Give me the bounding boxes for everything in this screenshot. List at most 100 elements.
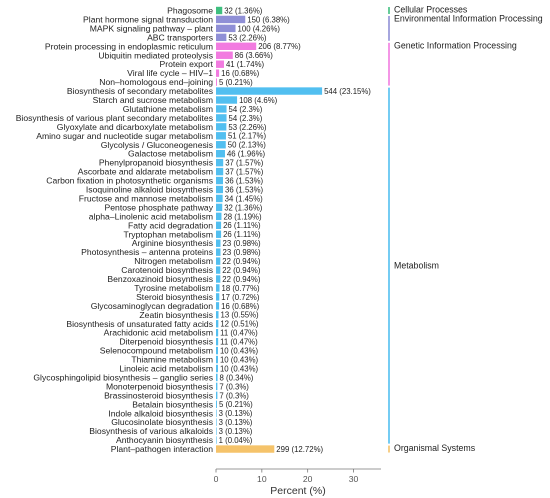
bar [216,427,217,435]
category-label: Selenocompound metabolism [100,346,213,356]
category-label: Tyrosine metabolism [134,283,213,293]
bar [216,382,218,391]
value-label: 7 (0.3%) [219,391,249,400]
bar [216,266,221,274]
bar [216,60,224,68]
bar [216,239,221,247]
category-label: Arginine biosynthesis [132,238,213,248]
category-label: Biosynthesis of various alkaloids [89,426,213,436]
x-axis: Percent (%) 0 10 20 30 [214,468,381,497]
bar [216,42,257,50]
category-label: Plant–pathogen interaction [111,444,213,454]
value-label: 36 (1.53%) [225,176,264,185]
bar [216,33,227,42]
category-label: Amino sugar and nucleotide sugar metabol… [36,131,213,141]
category-label: Fatty acid degradation [128,220,213,230]
category-label: Phagosome [167,6,213,16]
value-label: 17 (0.72%) [221,293,260,302]
x-tick-label: 20 [303,474,313,484]
bar [216,15,246,24]
value-label: 3 (0.13%) [219,427,253,436]
value-label: 54 (2.3%) [229,105,263,114]
value-label: 1 (0.04%) [219,436,253,445]
category-label: ABC transporters [147,32,213,42]
value-label: 32 (1.36%) [224,6,263,15]
x-tick-label: 0 [214,474,219,484]
bar [216,346,218,355]
value-label: 86 (3.66%) [235,51,274,60]
value-label: 37 (1.57%) [225,159,264,168]
category-label: Glycosaminoglycan degradation [91,301,214,311]
value-label: 54 (2.3%) [229,114,263,123]
bar [216,391,218,400]
bar [216,293,220,301]
category-label: Monoterpenoid biosynthesis [106,381,213,391]
group-label: Cellular Processes [394,5,468,15]
value-label: 34 (1.45%) [225,194,264,203]
category-label: Thiamine metabolism [131,355,213,365]
category-label: Benzoxazinoid biosynthesis [107,274,213,284]
category-label: Pentose phosphate pathway [105,202,214,212]
category-label: Ascorbate and aldarate metabolism [78,167,213,177]
value-label: 37 (1.57%) [225,168,264,177]
bar [216,78,217,86]
group-label: Environmental Information Processing [394,13,543,23]
value-label: 50 (2.13%) [228,141,267,150]
category-label: Glycolysis / Gluconeogenesis [101,140,213,150]
category-label: Fructose and mannose metabolism [79,193,213,203]
value-label: 8 (0.34%) [220,373,254,382]
category-label: Tryptophan metabolism [124,229,213,239]
value-label: 41 (1.74%) [226,60,265,69]
category-label: MAPK signaling pathway – plant [90,23,214,33]
value-label: 22 (0.94%) [222,257,261,266]
value-label: 23 (0.98%) [222,248,261,257]
category-label: Diterpenoid biosynthesis [119,337,213,347]
value-label: 26 (1.11%) [223,221,261,230]
value-label: 26 (1.11%) [223,230,261,239]
bar [216,230,222,238]
bar [216,185,224,194]
x-tick-label: 30 [349,474,359,484]
bar [216,69,220,77]
value-label: 10 (0.43%) [220,355,259,364]
category-label: Protein export [159,59,213,69]
group-label: Genetic Information Processing [394,40,517,50]
bar [216,409,217,417]
bar [216,445,275,453]
value-label: 18 (0.77%) [222,284,261,293]
value-label: 53 (2.26%) [228,33,267,42]
bar [216,257,221,265]
category-label: Indole alkaloid biosynthesis [108,408,213,418]
category-label: Galactose metabolism [128,149,213,159]
value-label: 23 (0.98%) [222,239,261,248]
category-label: Zeatin biosynthesis [139,310,213,320]
bar [216,96,238,104]
value-label: 11 (0.47%) [220,338,258,347]
value-label: 100 (4.26%) [238,24,281,33]
value-label: 5 (0.21%) [219,400,253,409]
bar [216,150,225,158]
value-label: 206 (8.77%) [258,42,301,51]
category-label: Glutathione metabolism [123,104,213,114]
bar [216,311,219,319]
category-label: Linoleic acid metabolism [119,364,213,374]
category-label: Nitrogen metabolism [134,256,213,266]
bar [216,194,223,203]
category-label: Phenylpropanoid biosynthesis [99,158,213,168]
value-label: 16 (0.68%) [221,69,260,78]
bar [216,400,217,408]
value-label: 13 (0.55%) [221,311,260,320]
category-label: Anthocyanin biosynthesis [116,435,213,445]
bar [216,203,223,212]
category-label: Plant hormone signal transduction [83,14,213,24]
category-label: Glucosinolate biosynthesis [111,417,213,427]
category-label: alpha–Linolenic acid metabolism [89,211,213,221]
category-label: Non–homologous end–joining [99,77,213,87]
category-label: Arachidonic acid metabolism [104,328,213,338]
bar [216,284,220,292]
value-label: 7 (0.3%) [219,382,249,391]
bar [216,87,323,95]
value-label: 16 (0.68%) [221,302,260,311]
